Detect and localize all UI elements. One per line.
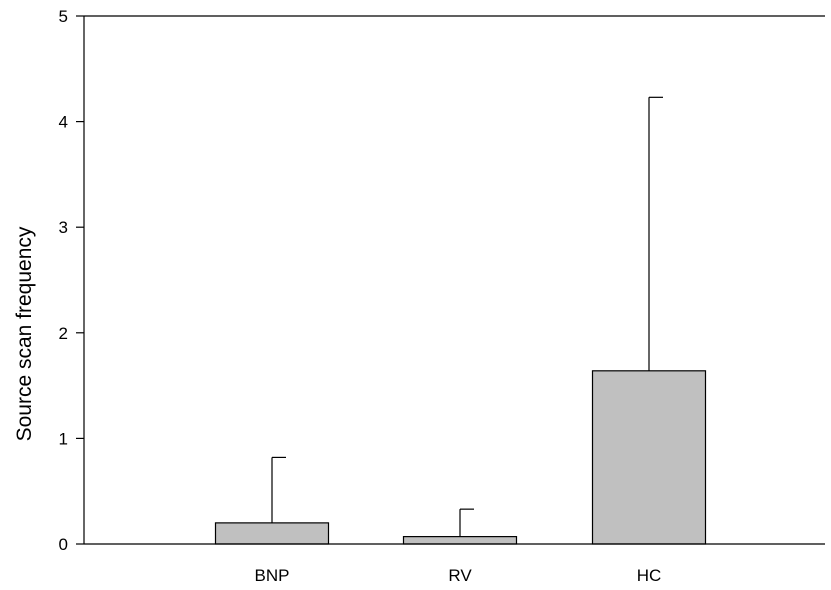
plot-area [214,96,707,545]
y-axis-title: Source scan frequency [13,226,36,441]
bar-rv [402,536,518,545]
bar-bnp [214,522,330,545]
bar-hc [591,370,707,545]
y-tick-label: 4 [59,113,68,132]
x-tick-label-hc: HC [637,566,662,585]
x-axis-labels: BNP RV HC [255,566,662,585]
y-axis-ticks: 0 1 2 3 4 5 [59,7,84,554]
y-tick-label: 1 [59,429,68,448]
y-tick-label: 5 [59,7,68,26]
y-tick-label: 0 [59,535,68,554]
x-tick-label-rv: RV [448,566,472,585]
y-tick-label: 3 [59,218,68,237]
y-tick-label: 2 [59,324,68,343]
x-tick-label-bnp: BNP [255,566,290,585]
